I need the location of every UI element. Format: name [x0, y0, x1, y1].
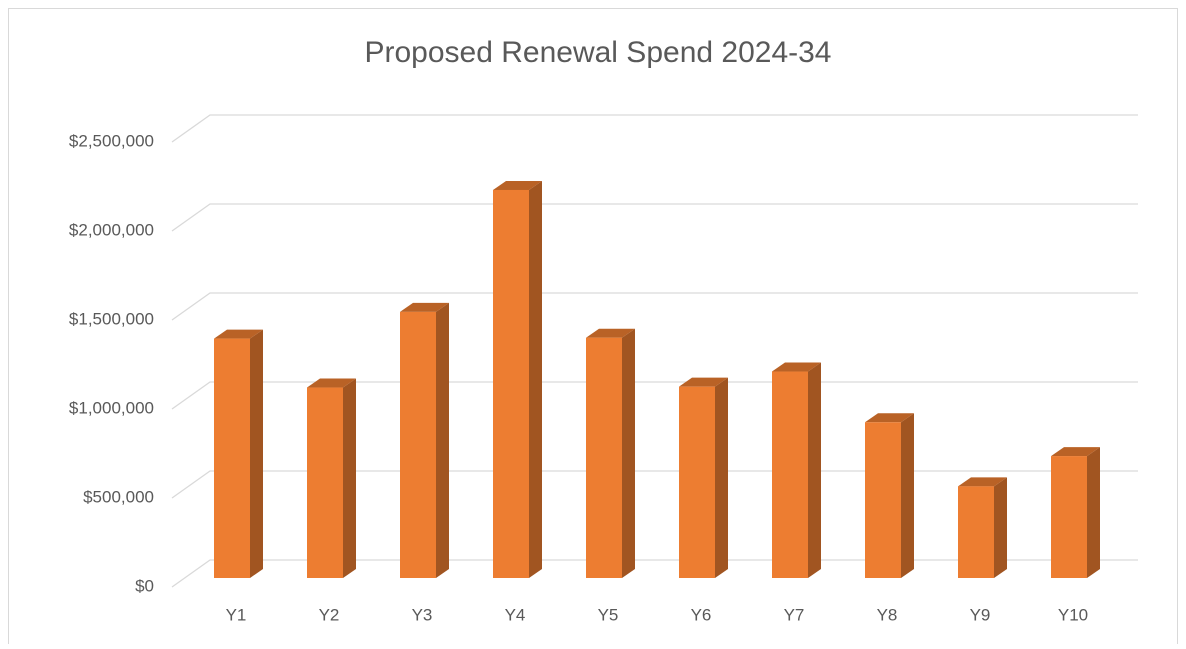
x-tick-label: Y10 — [1058, 605, 1088, 624]
y-tick-label: $1,000,000 — [69, 398, 154, 417]
grid-line — [171, 559, 1138, 588]
bar — [865, 422, 901, 578]
bar-top — [214, 329, 263, 339]
x-tick-label: Y9 — [970, 605, 991, 624]
y-tick-label: $1,500,000 — [69, 309, 154, 328]
bar-top — [493, 180, 542, 190]
bar-side — [250, 329, 263, 578]
bar-side — [436, 302, 449, 578]
bar — [679, 386, 715, 578]
bar — [214, 338, 250, 578]
grid-line — [171, 381, 1138, 410]
x-tick-label: Y3 — [412, 605, 433, 624]
bar-top — [679, 377, 728, 387]
bar — [1051, 456, 1087, 578]
bar-top — [1051, 447, 1100, 457]
x-tick-label: Y1 — [226, 605, 247, 624]
y-tick-label: $2,500,000 — [69, 131, 154, 150]
bar-side — [529, 180, 542, 578]
chart-title: Proposed Renewal Spend 2024-34 — [364, 36, 831, 69]
bar-top — [772, 362, 821, 372]
x-tick-label: Y6 — [691, 605, 712, 624]
bar-top — [586, 328, 635, 338]
x-tick-label: Y8 — [877, 605, 898, 624]
bar-side — [994, 477, 1007, 578]
grid-line — [171, 114, 1138, 143]
y-tick-label: $2,000,000 — [69, 220, 154, 239]
bar — [772, 371, 808, 578]
bar-top — [865, 413, 914, 423]
bar-side — [901, 413, 914, 578]
grid-line — [171, 292, 1138, 321]
bar-top — [958, 477, 1007, 487]
grid-line — [171, 203, 1138, 232]
bar-side — [622, 328, 635, 578]
x-tick-label: Y2 — [319, 605, 340, 624]
bar — [400, 311, 436, 578]
x-tick-label: Y7 — [784, 605, 805, 624]
bar — [493, 189, 529, 578]
bar — [586, 337, 622, 578]
y-tick-label: $0 — [135, 576, 154, 595]
bar-side — [808, 362, 821, 578]
bar — [307, 387, 343, 578]
grid-line — [171, 470, 1138, 499]
bar-side — [715, 377, 728, 578]
bar — [958, 486, 994, 578]
y-tick-label: $500,000 — [83, 487, 154, 506]
bar-top — [307, 378, 356, 388]
bar-side — [343, 378, 356, 578]
x-tick-label: Y5 — [598, 605, 619, 624]
x-tick-label: Y4 — [505, 605, 526, 624]
bar-side — [1087, 447, 1100, 578]
bar-top — [400, 302, 449, 312]
